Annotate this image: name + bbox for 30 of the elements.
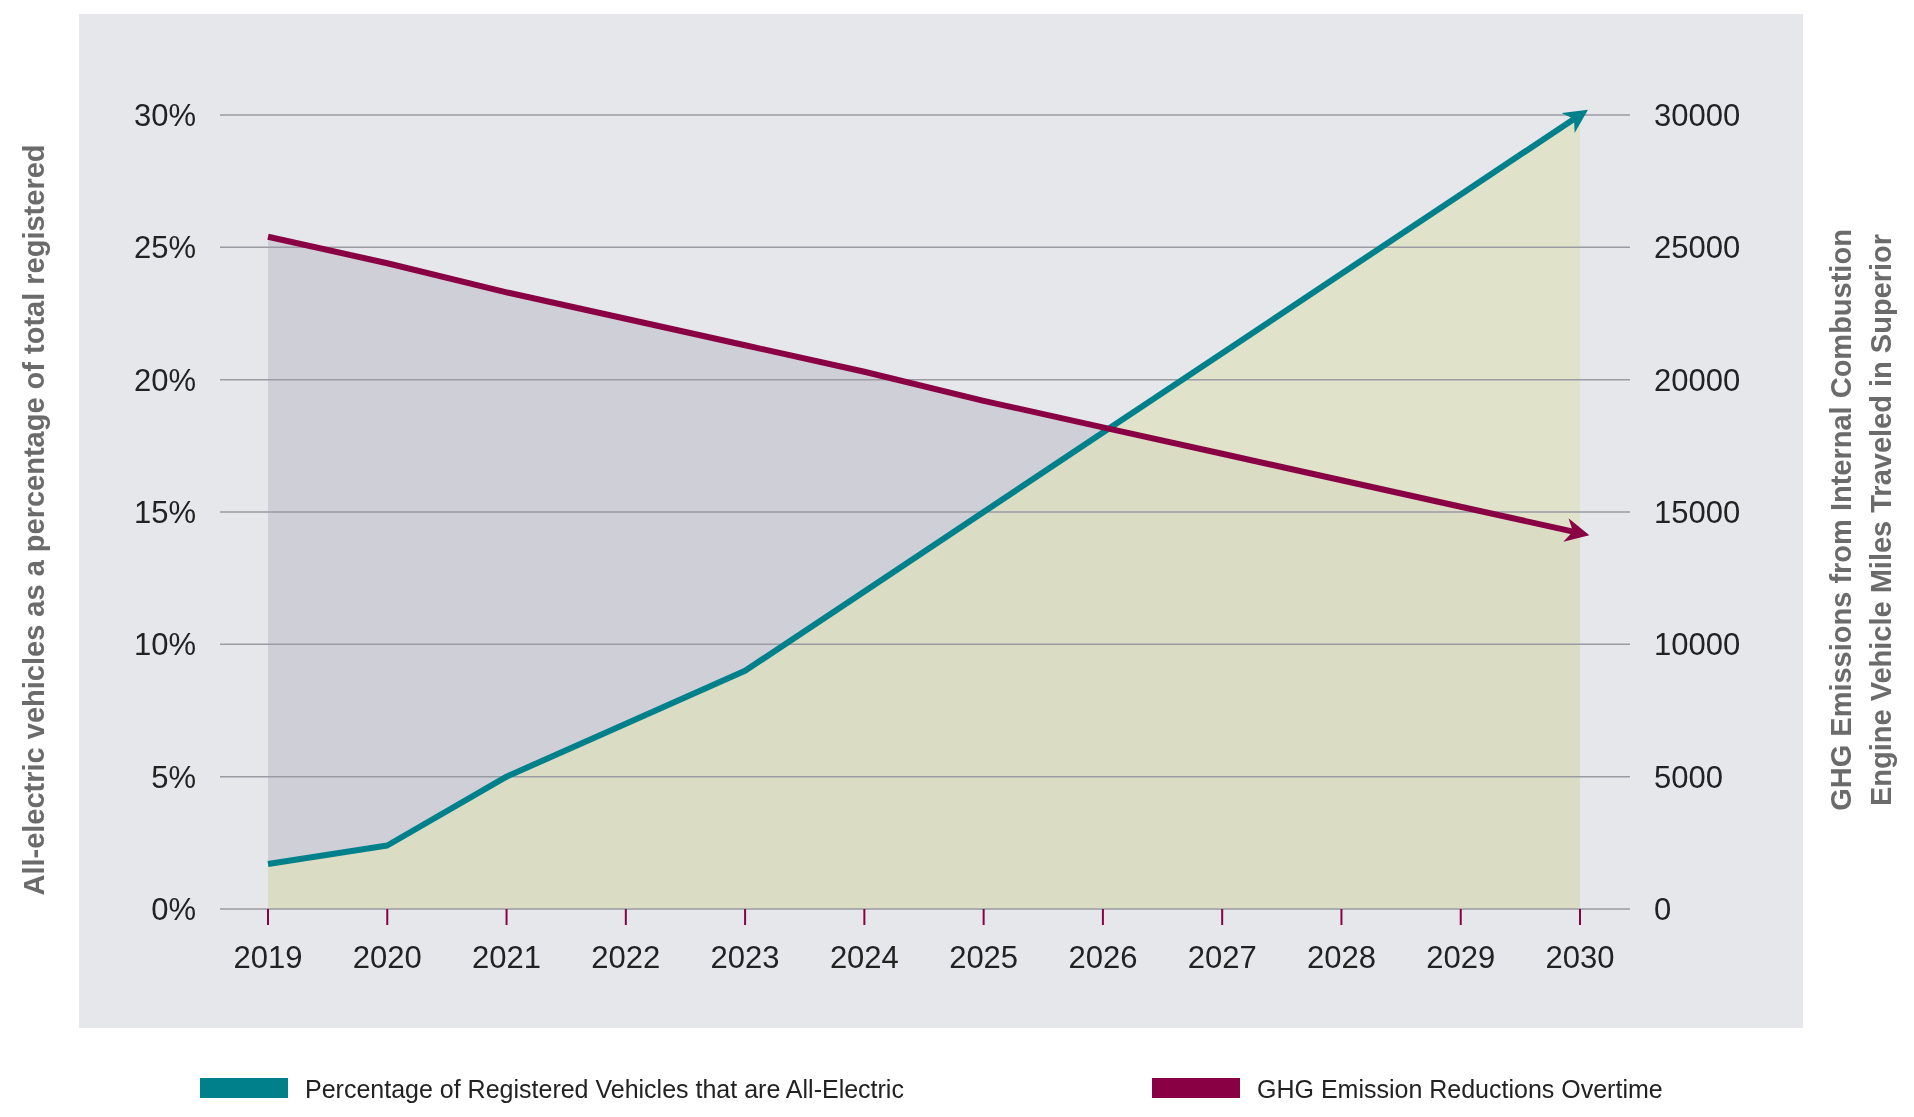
- y-tick-label: 15%: [133, 494, 196, 530]
- y-tick-label: 25%: [133, 230, 196, 266]
- x-tick-label: 2022: [591, 940, 661, 975]
- x-tick-label: 2026: [1068, 940, 1138, 975]
- y2-tick-label: 10000: [1654, 627, 1741, 663]
- x-tick-label: 2024: [829, 940, 899, 975]
- y-tick-label: 20%: [133, 362, 196, 398]
- legend-label: Percentage of Registered Vehicles that are All-Electric: [305, 1074, 904, 1103]
- y2-tick-label: 5000: [1654, 759, 1723, 795]
- y-tick-label: 0%: [151, 891, 196, 927]
- x-tick-label: 2020: [352, 940, 422, 975]
- x-tick-label: 2021: [472, 940, 542, 975]
- x-tick-label: 2030: [1545, 940, 1615, 975]
- y2-tick-label: 15000: [1654, 494, 1741, 530]
- y2-tick-label: 25000: [1654, 230, 1741, 266]
- y2-tick-label: 20000: [1654, 362, 1741, 398]
- x-tick-label: 2025: [949, 940, 1019, 975]
- y-tick-label: 10%: [133, 627, 196, 663]
- y2-tick-label: 0: [1654, 891, 1672, 927]
- x-tick-label: 2019: [233, 940, 303, 975]
- x-tick-label: 2027: [1187, 940, 1257, 975]
- x-tick-label: 2028: [1306, 940, 1376, 975]
- y-tick-label: 5%: [151, 759, 196, 795]
- y-axis-title: All-electric vehicles as a percentage of total registered: [18, 144, 50, 896]
- y2-axis-title: GHG Emissions from Internal Combustion Engine Vehicle Miles Traveled in Superior: [1825, 229, 1897, 811]
- x-tick-label: 2023: [710, 940, 780, 975]
- y2-tick-label: 30000: [1654, 97, 1741, 133]
- legend-label: GHG Emission Reductions Overtime: [1257, 1074, 1663, 1103]
- x-tick-label: 2029: [1426, 940, 1496, 975]
- y-tick-label: 30%: [133, 97, 196, 133]
